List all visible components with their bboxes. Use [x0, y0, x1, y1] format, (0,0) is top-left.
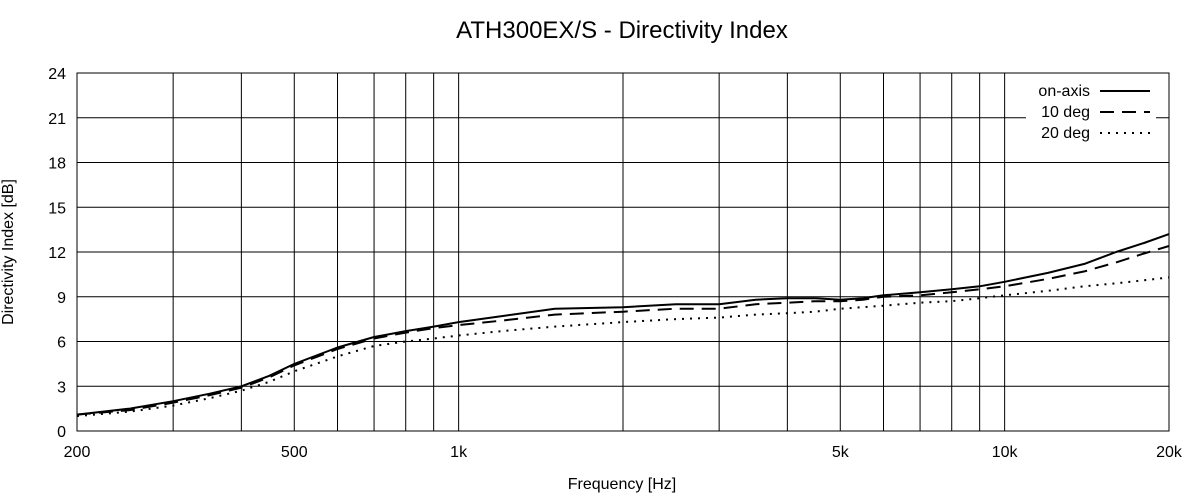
- y-tick-label: 6: [57, 335, 66, 352]
- series-line-10-deg: [76, 245, 1170, 416]
- x-tick-label: 1k: [450, 444, 468, 461]
- y-axis-title: Directivity Index [dB]: [0, 179, 17, 325]
- legend-label: on-axis: [1038, 83, 1090, 100]
- y-tick-label: 9: [57, 290, 66, 307]
- y-tick-label: 24: [48, 66, 66, 83]
- x-tick-labels: 200 500 1k 5k 10k 20k: [64, 444, 1183, 461]
- y-tick-labels: 0 3 6 9 12 15 18 21 24: [48, 66, 66, 441]
- y-tick-label: 0: [57, 424, 66, 441]
- legend: on-axis 10 deg 20 deg: [1026, 79, 1156, 149]
- x-axis-title: Frequency [Hz]: [568, 476, 676, 493]
- y-tick-label: 15: [48, 200, 66, 217]
- x-tick-label: 500: [281, 444, 308, 461]
- chart-title: ATH300EX/S - Directivity Index: [456, 17, 788, 44]
- y-tick-label: 3: [57, 379, 66, 396]
- series-lines: [76, 233, 1170, 418]
- x-tick-label: 10k: [992, 444, 1019, 461]
- series-line-20-deg: [76, 276, 1170, 418]
- legend-label: 20 deg: [1041, 125, 1090, 142]
- legend-label: 10 deg: [1041, 104, 1090, 121]
- series-line-on-axis: [76, 233, 1170, 416]
- x-tick-label: 200: [64, 444, 91, 461]
- y-tick-label: 21: [48, 111, 66, 128]
- grid-lines: [76, 72, 1170, 432]
- y-tick-label: 18: [48, 156, 66, 173]
- x-tick-label: 5k: [832, 444, 850, 461]
- y-tick-label: 12: [48, 245, 66, 262]
- plot-frame: [76, 72, 1170, 432]
- x-tick-label: 20k: [1156, 444, 1183, 461]
